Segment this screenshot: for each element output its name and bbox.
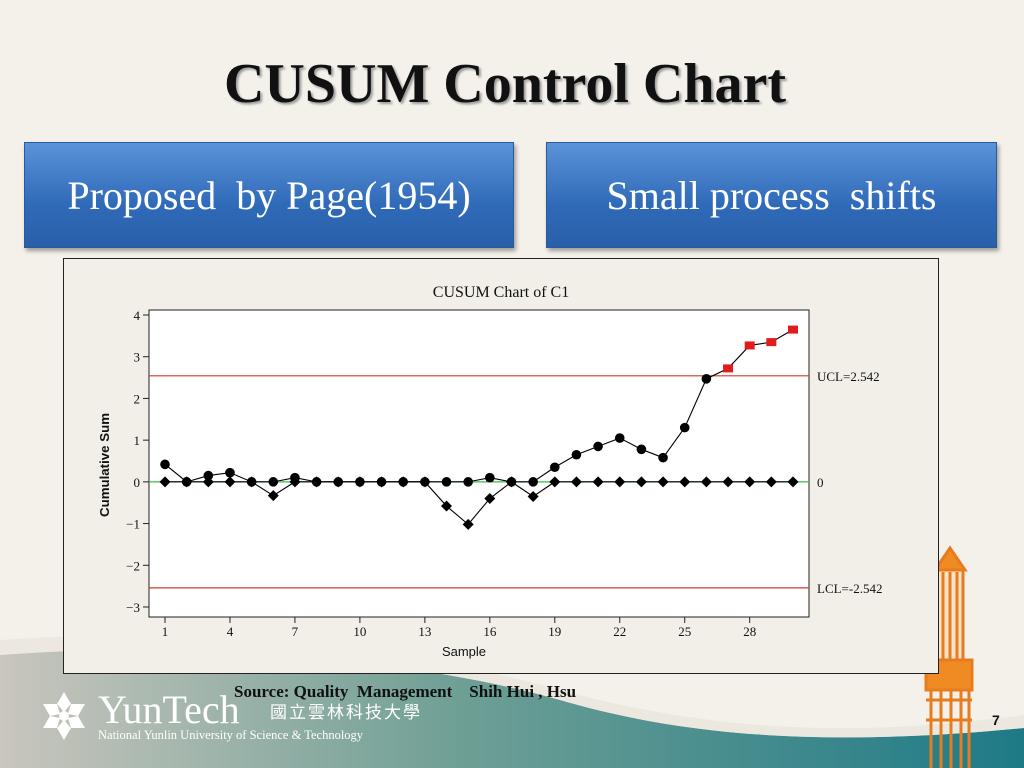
lower-cusum-point xyxy=(441,500,453,512)
x-tick-label: 28 xyxy=(743,624,756,639)
lower-cusum-point xyxy=(679,476,691,488)
lower-cusum-point xyxy=(744,476,756,488)
y-tick-label: −1 xyxy=(126,517,140,532)
upper-cusum-point xyxy=(268,477,279,487)
y-tick-label: 2 xyxy=(134,391,141,406)
x-tick-label: 13 xyxy=(418,624,431,639)
y-tick-label: −2 xyxy=(126,558,140,573)
lower-cusum-point xyxy=(722,476,734,488)
x-tick-label: 7 xyxy=(292,624,299,639)
plot-area xyxy=(148,309,810,618)
snowflake-icon xyxy=(43,692,85,740)
lower-cusum-point xyxy=(267,490,279,502)
lower-cusum-point xyxy=(765,476,777,488)
lower-cusum-point xyxy=(202,476,214,488)
y-tick-label: 4 xyxy=(134,308,141,323)
reference-label-0: UCL=2.542 xyxy=(817,369,880,384)
upper-cusum-point xyxy=(160,459,170,470)
lower-cusum-point xyxy=(289,476,301,488)
lower-cusum-point xyxy=(419,476,431,488)
lower-cusum-point xyxy=(354,476,366,488)
lower-cusum-point xyxy=(657,476,669,488)
chart-frame: CUSUM Chart of C1 UCL=2.542 0 LCL=-2.542 −… xyxy=(63,258,939,674)
upper-cusum-point xyxy=(485,472,495,483)
small-shifts-box: Small process shifts xyxy=(546,142,997,248)
cusum-chart: CUSUM Chart of C1 UCL=2.542 0 LCL=-2.542 −… xyxy=(97,284,882,659)
y-tick-label: 3 xyxy=(134,350,141,365)
upper-cusum-point xyxy=(593,441,603,452)
lower-cusum-point xyxy=(462,518,474,530)
logo-chinese-name: 國立雲林科技大學 xyxy=(270,703,422,723)
lower-cusum-point xyxy=(311,476,323,488)
x-tick-label: 1 xyxy=(162,624,169,639)
yuntech-logo: YunTech 國立雲林科技大學 National Yunlin Univers… xyxy=(36,684,456,756)
out-of-control-point xyxy=(788,325,798,334)
upper-cusum-point xyxy=(701,374,712,384)
x-tick-label: 25 xyxy=(678,624,691,639)
upper-cusum-point xyxy=(528,477,538,487)
lower-cusum-point xyxy=(246,476,258,488)
lower-cusum-point xyxy=(376,476,388,488)
page-number: 7 xyxy=(992,712,1000,728)
lower-cusum-point xyxy=(397,476,409,488)
upper-cusum-point xyxy=(679,422,690,433)
out-of-control-point xyxy=(723,364,734,373)
out-of-control-point xyxy=(744,341,755,350)
logo-subtitle: National Yunlin University of Science & … xyxy=(98,728,364,742)
upper-cusum-point xyxy=(571,449,582,460)
lower-cusum-point xyxy=(635,476,647,488)
y-tick-label: 0 xyxy=(134,475,141,490)
source-citation: Source: Quality Management Shih Hui , Hs… xyxy=(234,682,577,701)
lower-cusum-point xyxy=(614,476,626,488)
upper-cusum-point xyxy=(658,452,668,463)
slide-title: CUSUM Control Chart xyxy=(223,53,787,115)
y-axis-label: Cumulative Sum xyxy=(97,413,112,517)
lower-cusum-point xyxy=(181,476,193,488)
reference-label-1: 0 xyxy=(817,475,824,490)
upper-cusum-point xyxy=(636,444,647,455)
upper-cusum-point xyxy=(203,470,214,481)
x-tick-label: 4 xyxy=(227,624,234,639)
lower-cusum-point xyxy=(570,476,582,488)
x-axis-label: Sample xyxy=(442,644,486,659)
upper-cusum-point xyxy=(441,477,452,487)
lower-cusum-point xyxy=(527,490,539,502)
chart-title: CUSUM Chart of C1 xyxy=(433,284,569,301)
out-of-control-point xyxy=(766,338,777,347)
y-tick-label: −3 xyxy=(126,600,140,615)
x-tick-label: 16 xyxy=(483,624,497,639)
lower-cusum-point xyxy=(159,476,171,488)
upper-cusum-point xyxy=(225,467,235,478)
y-tick-label: 1 xyxy=(134,433,141,448)
upper-cusum-point xyxy=(463,477,473,487)
lower-cusum-point xyxy=(224,476,236,488)
lower-cusum-point xyxy=(592,476,604,488)
x-tick-label: 22 xyxy=(613,624,626,639)
lower-cusum-point xyxy=(549,476,561,488)
lower-cusum-point xyxy=(700,476,712,488)
lower-cusum-point xyxy=(332,476,344,488)
lower-cusum-point xyxy=(787,476,799,488)
x-tick-label: 10 xyxy=(353,624,366,639)
lower-cusum-point xyxy=(484,493,496,505)
lower-cusum-point xyxy=(505,476,517,488)
proposed-by-box: Proposed by Page(1954) xyxy=(24,142,514,248)
logo-name: YunTech xyxy=(98,687,240,732)
upper-cusum-point xyxy=(549,462,560,473)
x-tick-label: 19 xyxy=(548,624,561,639)
upper-cusum-point xyxy=(614,433,625,443)
reference-label-2: LCL=-2.542 xyxy=(817,581,882,596)
